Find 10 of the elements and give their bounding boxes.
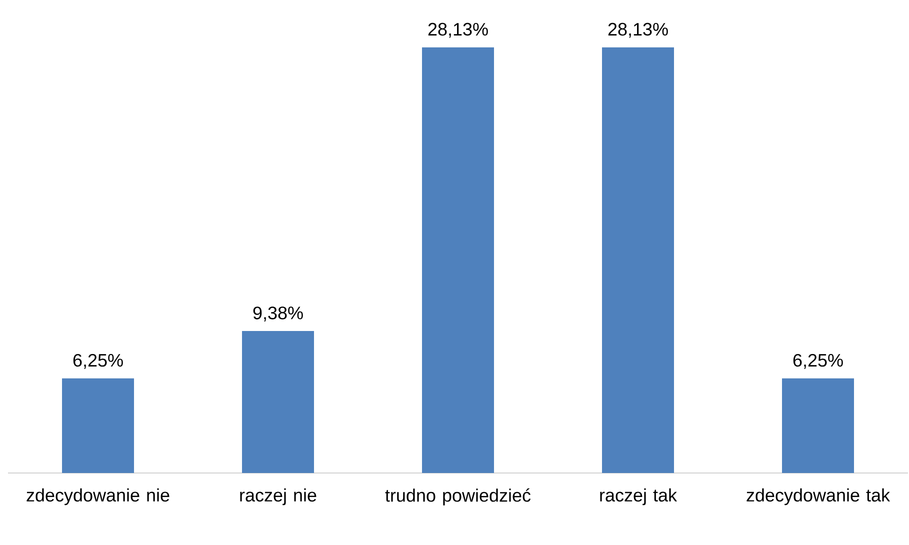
x-tick-label: zdecydowanie tak <box>746 488 890 506</box>
x-tick-label: zdecydowanie nie <box>26 488 170 506</box>
data-label: 9,38% <box>253 306 303 322</box>
x-tick-label: raczej tak <box>600 488 678 506</box>
data-label: 28,13% <box>428 22 488 38</box>
data-label: 28,13% <box>608 22 668 38</box>
x-tick-label: raczej nie <box>240 488 316 506</box>
data-label: 6,25% <box>73 354 123 369</box>
x-tick-label: trudno powiedzieć <box>385 488 531 506</box>
data-label: 6,25% <box>793 354 843 369</box>
